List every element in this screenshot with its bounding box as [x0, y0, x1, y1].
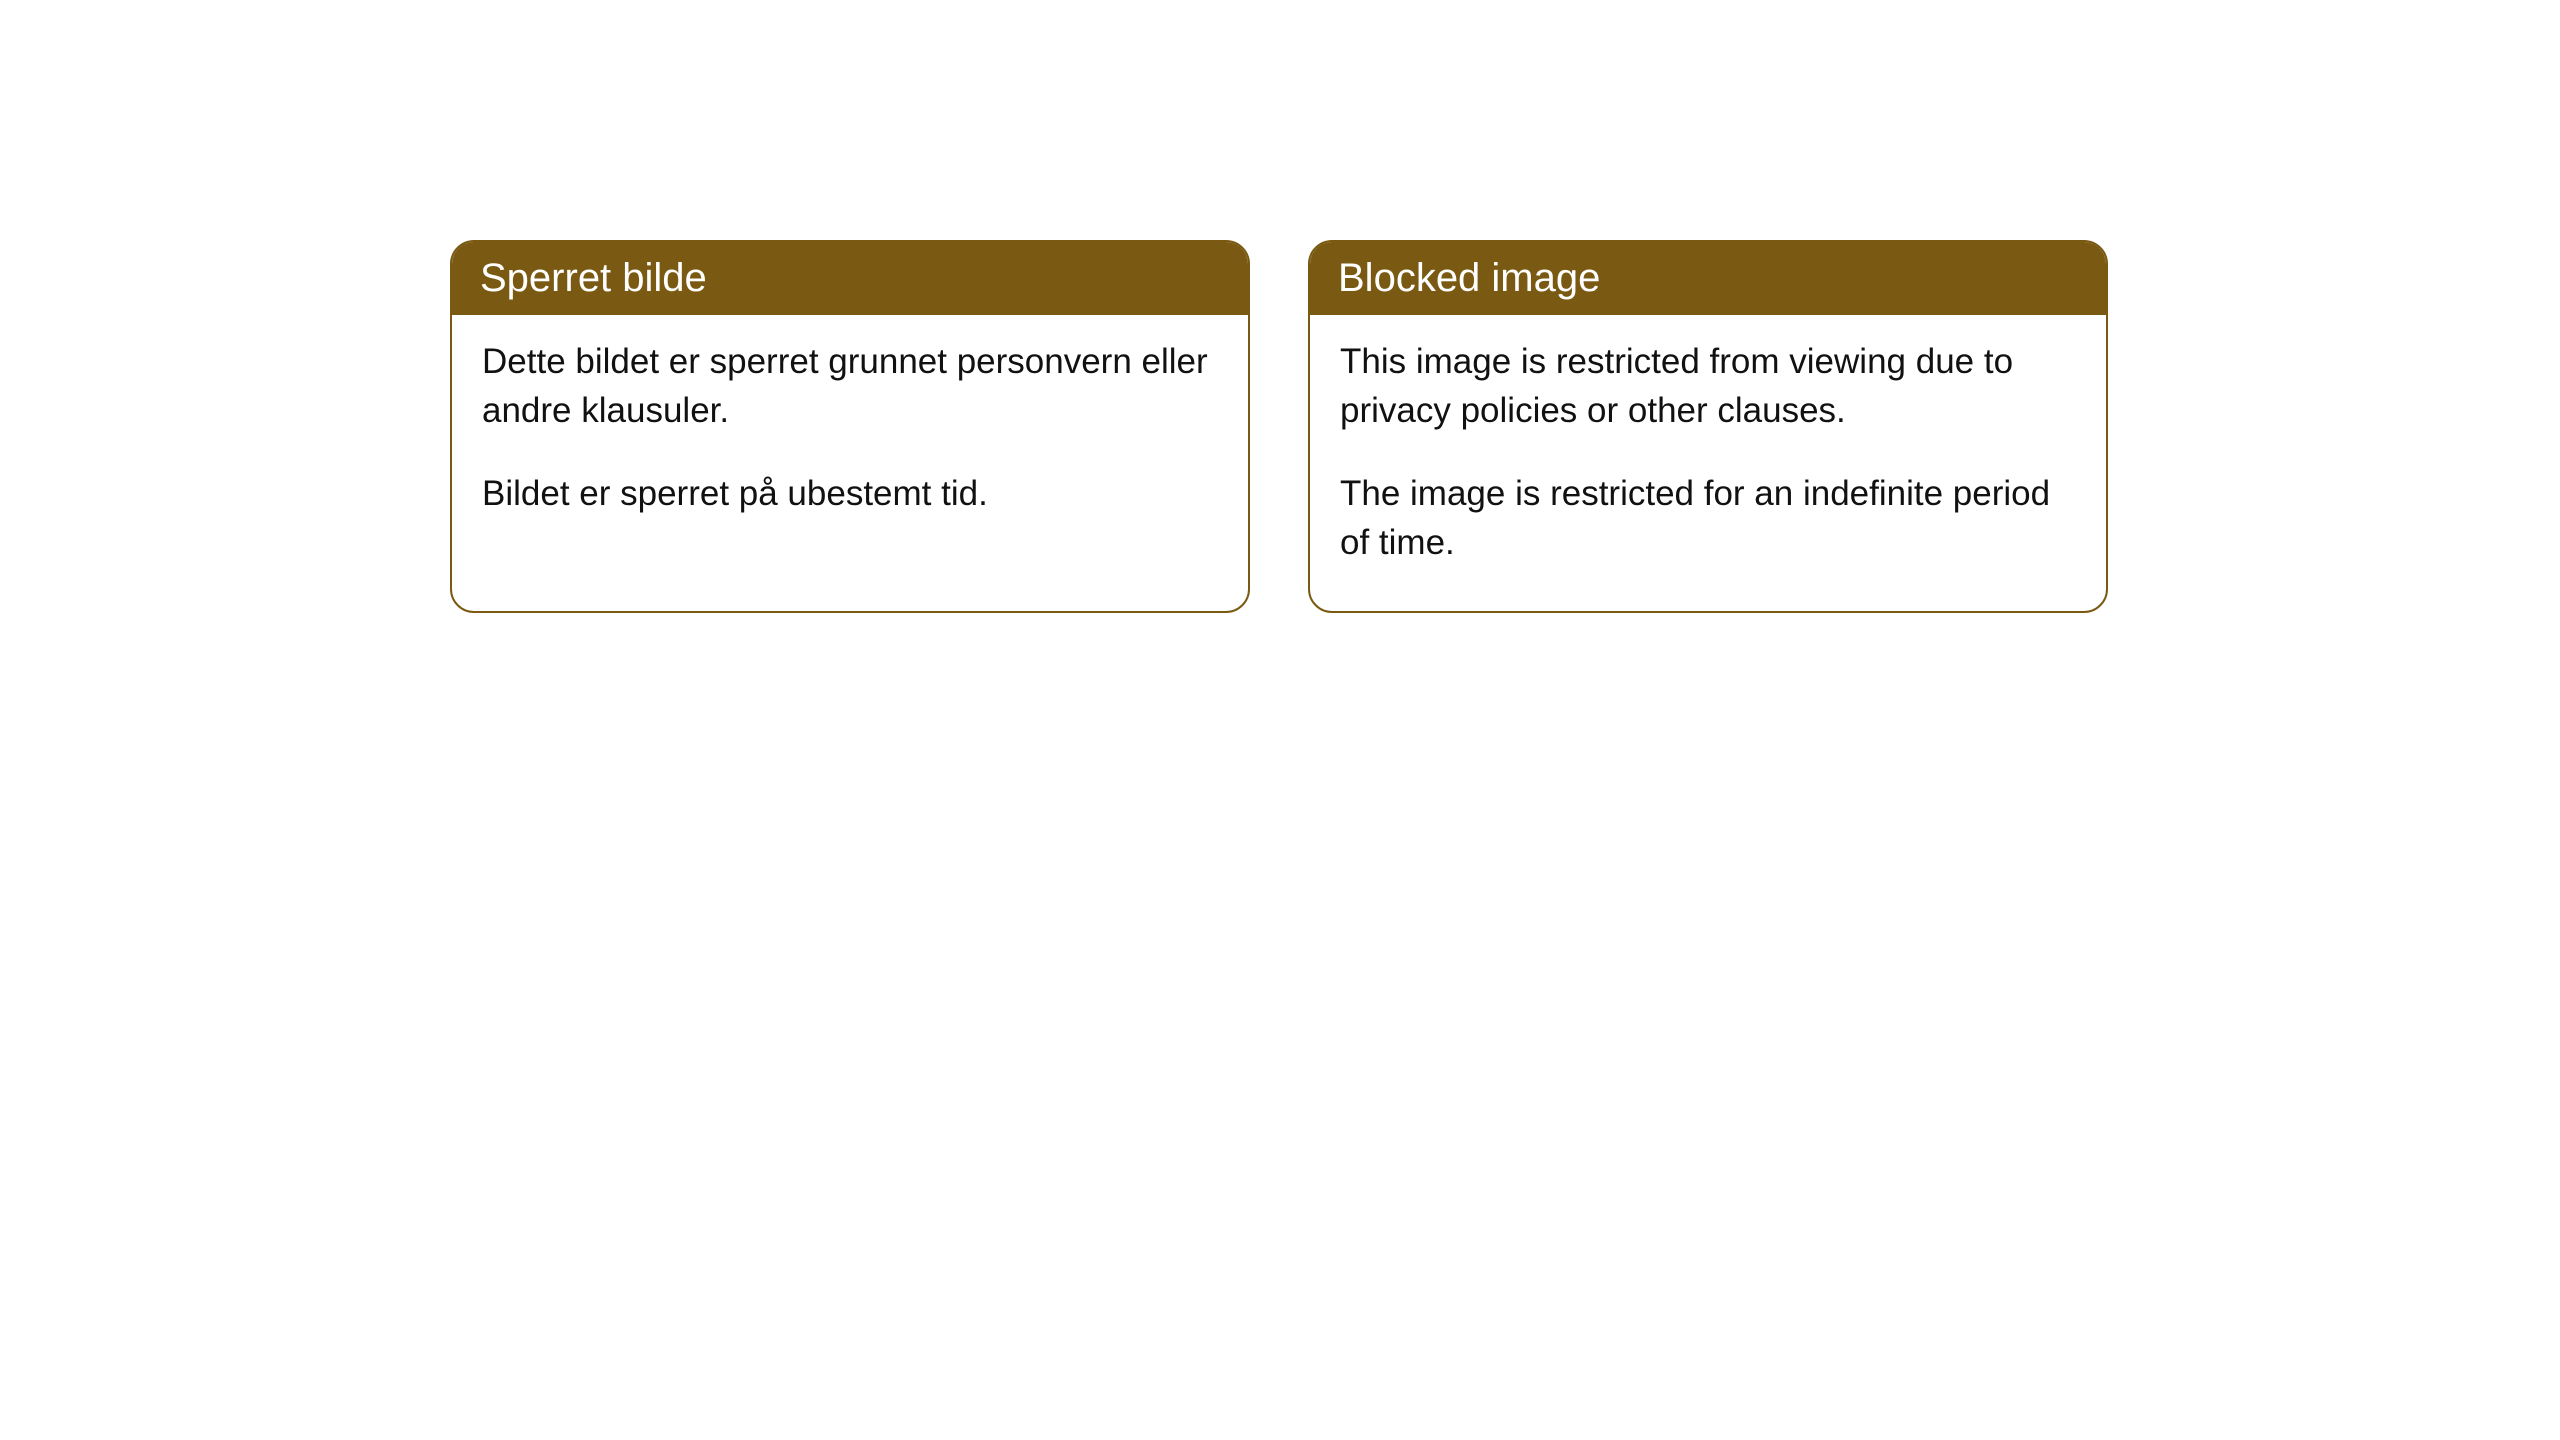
card-header: Sperret bilde	[452, 242, 1248, 315]
card-paragraph: This image is restricted from viewing du…	[1340, 337, 2076, 435]
card-body: Dette bildet er sperret grunnet personve…	[452, 315, 1248, 562]
blocked-image-card-norwegian: Sperret bilde Dette bildet er sperret gr…	[450, 240, 1250, 613]
card-paragraph: The image is restricted for an indefinit…	[1340, 469, 2076, 567]
card-title: Sperret bilde	[480, 256, 707, 300]
card-title: Blocked image	[1338, 256, 1600, 300]
cards-container: Sperret bilde Dette bildet er sperret gr…	[450, 240, 2560, 613]
card-paragraph: Bildet er sperret på ubestemt tid.	[482, 469, 1218, 518]
blocked-image-card-english: Blocked image This image is restricted f…	[1308, 240, 2108, 613]
card-body: This image is restricted from viewing du…	[1310, 315, 2106, 611]
card-header: Blocked image	[1310, 242, 2106, 315]
card-paragraph: Dette bildet er sperret grunnet personve…	[482, 337, 1218, 435]
